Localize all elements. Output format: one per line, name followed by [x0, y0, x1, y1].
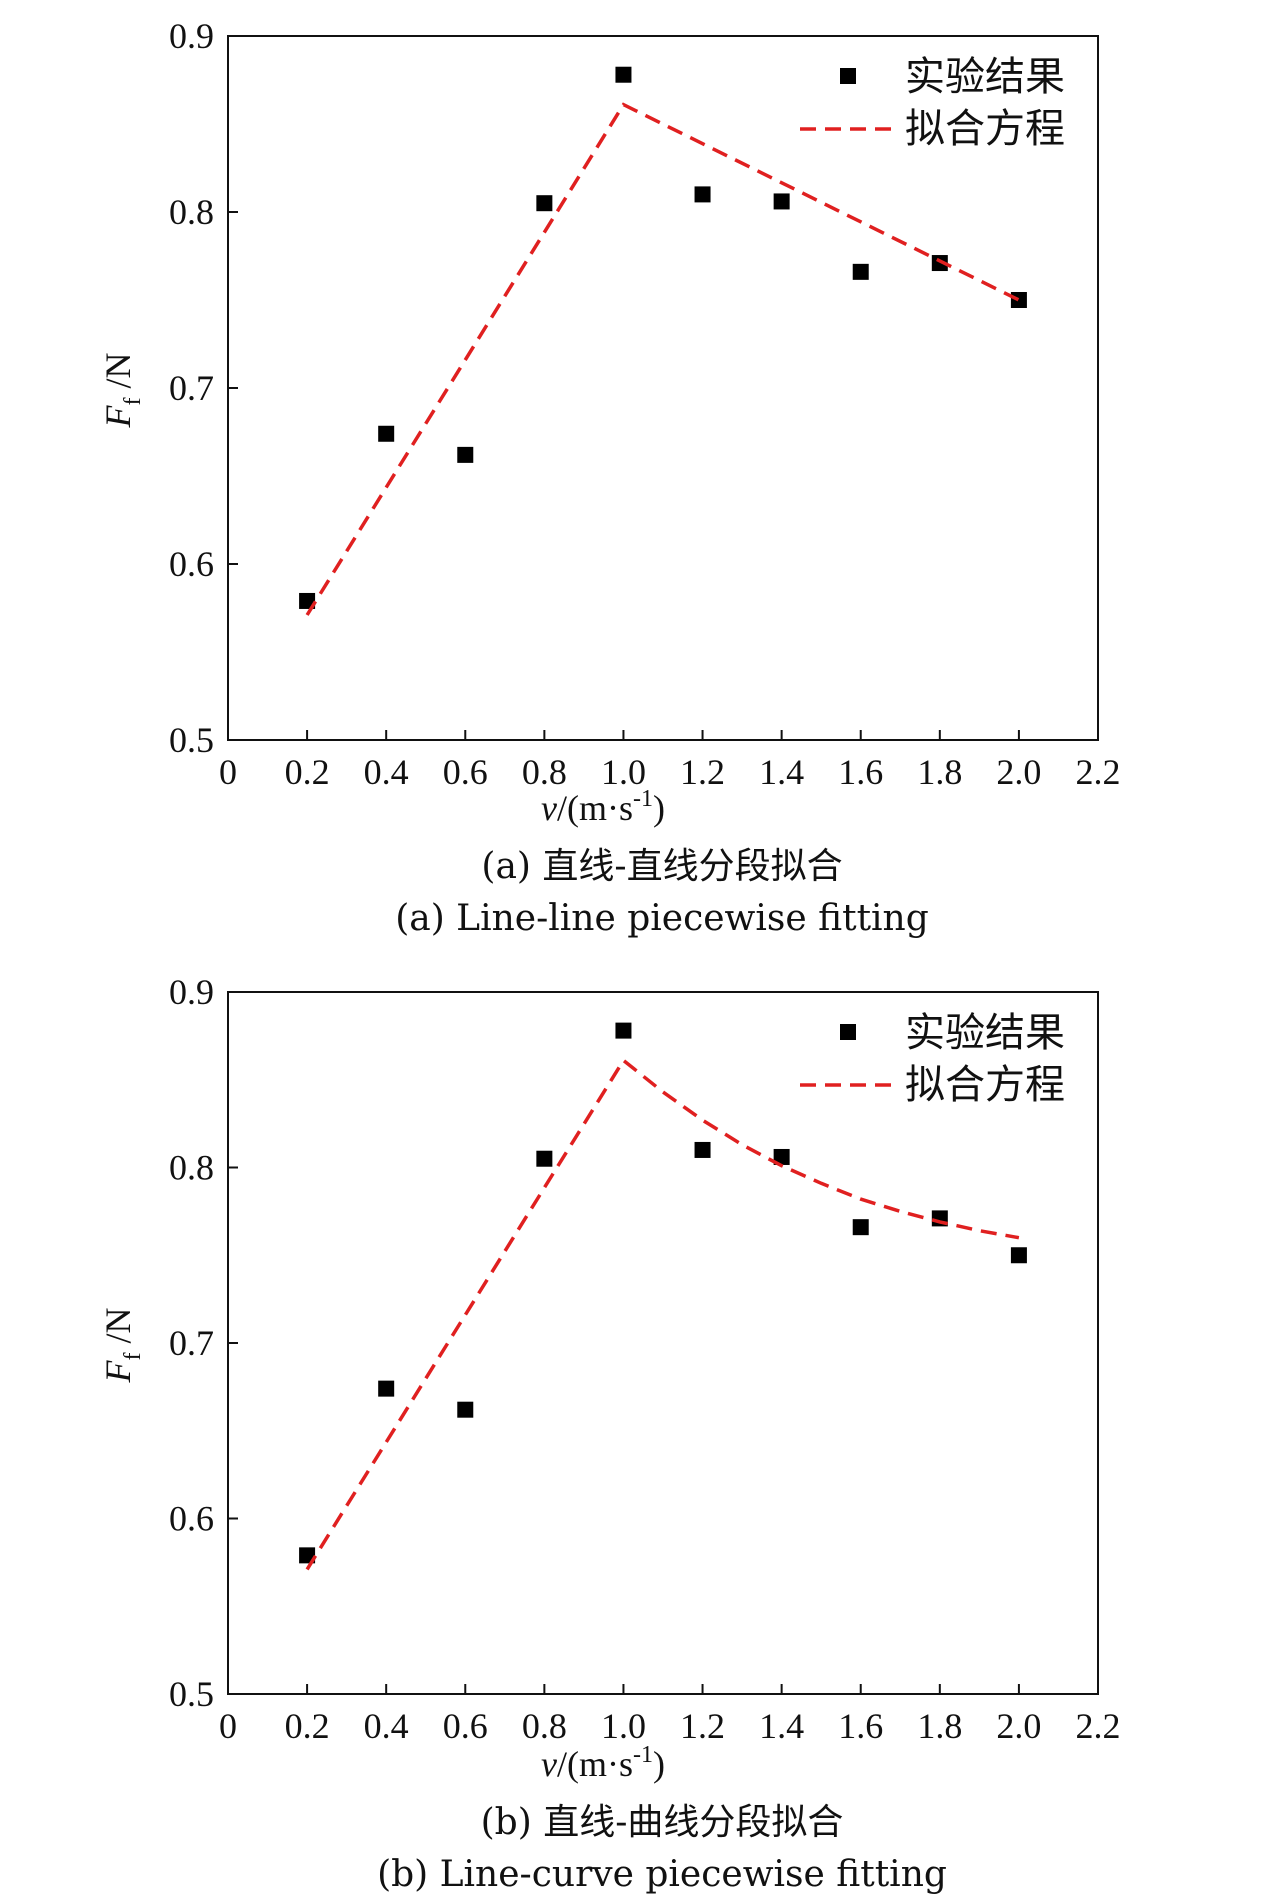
x-tick-label: 0.2	[285, 1706, 330, 1746]
x-tick-label: 0.4	[364, 752, 409, 792]
data-point	[299, 592, 316, 609]
x-tick-label: 1.8	[917, 752, 962, 792]
chart-panel-a: 0 0.2 0.4 0.6 0.8 1.0 1.2 1.4 1.6 1.8 2.0 2.2 0.5 0.6…	[98, 16, 1121, 939]
x-tick-label: 1.4	[759, 752, 804, 792]
data-point	[615, 66, 632, 83]
chart-panel-b: 0 0.2 0.4 0.6 0.8 1.0 1.2 1.4 1.6 1.8 2.0 2.2 0.5 0.6…	[98, 972, 1121, 1895]
x-tick-label: 0	[219, 1706, 237, 1746]
data-point	[694, 1141, 711, 1158]
y-tick-label: 0.8	[169, 1148, 214, 1188]
x-tick-label: 1.0	[601, 752, 646, 792]
data-point	[615, 1022, 632, 1039]
legend-label-line: 拟合方程	[905, 106, 1065, 152]
x-tick-label: 0.4	[364, 1706, 409, 1746]
x-axis-title: v/(m·s-1)	[541, 786, 665, 828]
data-point	[694, 186, 711, 203]
x-tick-label: 0.6	[443, 1706, 488, 1746]
data-point	[457, 446, 474, 463]
x-tick-label: 0.6	[443, 752, 488, 792]
data-point	[1010, 1247, 1027, 1264]
x-tick-label: 0.8	[522, 1706, 567, 1746]
data-point	[299, 1547, 316, 1564]
x-tick-label: 1.2	[680, 1706, 725, 1746]
x-tick-label: 2.0	[996, 1706, 1041, 1746]
data-point	[852, 1219, 869, 1236]
x-tick-label: 1.8	[917, 1706, 962, 1746]
data-point	[378, 425, 395, 442]
data-point	[378, 1380, 395, 1397]
fit-line	[305, 102, 1020, 616]
x-tick-label: 1.6	[838, 1706, 883, 1746]
legend-marker-scatter	[840, 68, 856, 84]
x-tick-label: 1.0	[601, 1706, 646, 1746]
legend-label-scatter: 实验结果	[905, 1010, 1065, 1056]
data-point	[773, 1148, 790, 1165]
legend-marker-scatter	[840, 1024, 856, 1040]
data-point	[536, 195, 553, 212]
y-axis-title: Ff /N	[98, 352, 146, 428]
x-tick-label: 1.2	[680, 752, 725, 792]
x-tick-label: 0	[219, 752, 237, 792]
x-tick-label: 1.6	[838, 752, 883, 792]
y-tick-label: 0.6	[169, 544, 214, 584]
data-point	[852, 263, 869, 280]
y-tick-label: 0.8	[169, 192, 214, 232]
x-tick-label: 2.2	[1076, 1706, 1121, 1746]
data-point	[457, 1401, 474, 1418]
y-tick-label: 0.5	[169, 720, 214, 760]
x-tick-label: 1.4	[759, 1706, 804, 1746]
caption-cn: (a) 直线-直线分段拟合	[481, 846, 842, 887]
legend-label-line: 拟合方程	[905, 1062, 1065, 1108]
y-tick-label: 0.7	[169, 368, 214, 408]
x-tick-label: 2.2	[1076, 752, 1121, 792]
x-tick-label: 0.2	[285, 752, 330, 792]
y-axis-title: Ff /N	[98, 1307, 146, 1383]
data-point	[536, 1150, 553, 1167]
x-axis-title: v/(m·s-1)	[541, 1742, 665, 1784]
caption-cn: (b) 直线-曲线分段拟合	[481, 1802, 844, 1843]
y-tick-label: 0.9	[169, 16, 214, 56]
legend-label-scatter: 实验结果	[905, 54, 1065, 100]
y-tick-label: 0.7	[169, 1323, 214, 1363]
caption-en: (b) Line-curve piecewise fitting	[377, 1854, 947, 1895]
y-tick-label: 0.5	[169, 1674, 214, 1714]
y-tick-label: 0.9	[169, 972, 214, 1012]
x-tick-label: 2.0	[996, 752, 1041, 792]
data-point	[1010, 292, 1027, 308]
fit-line	[305, 1057, 1020, 1571]
data-point	[773, 193, 790, 210]
caption-en: (a) Line-line piecewise fitting	[395, 898, 929, 939]
x-tick-label: 0.8	[522, 752, 567, 792]
y-tick-label: 0.6	[169, 1499, 214, 1539]
data-point	[931, 255, 948, 272]
